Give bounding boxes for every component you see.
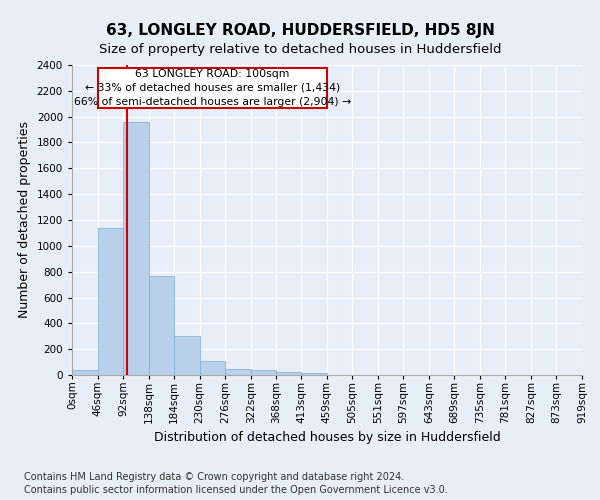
- Bar: [301, 373, 327, 375]
- Bar: [225, 368, 251, 375]
- Bar: [123, 122, 149, 375]
- Bar: [200, 362, 225, 375]
- Bar: [174, 336, 200, 375]
- Y-axis label: Number of detached properties: Number of detached properties: [18, 122, 31, 318]
- Text: Contains public sector information licensed under the Open Government Licence v3: Contains public sector information licen…: [24, 485, 448, 495]
- Text: Contains HM Land Registry data © Crown copyright and database right 2024.: Contains HM Land Registry data © Crown c…: [24, 472, 404, 482]
- Bar: [276, 372, 301, 375]
- Text: 63 LONGLEY ROAD: 100sqm
← 33% of detached houses are smaller (1,434)
66% of semi: 63 LONGLEY ROAD: 100sqm ← 33% of detache…: [74, 69, 351, 107]
- FancyBboxPatch shape: [98, 68, 327, 108]
- Bar: [251, 370, 276, 375]
- Bar: [149, 276, 174, 375]
- Bar: [98, 228, 123, 375]
- Text: 63, LONGLEY ROAD, HUDDERSFIELD, HD5 8JN: 63, LONGLEY ROAD, HUDDERSFIELD, HD5 8JN: [106, 22, 494, 38]
- Text: Size of property relative to detached houses in Huddersfield: Size of property relative to detached ho…: [99, 42, 501, 56]
- X-axis label: Distribution of detached houses by size in Huddersfield: Distribution of detached houses by size …: [154, 431, 500, 444]
- Bar: [72, 370, 98, 375]
